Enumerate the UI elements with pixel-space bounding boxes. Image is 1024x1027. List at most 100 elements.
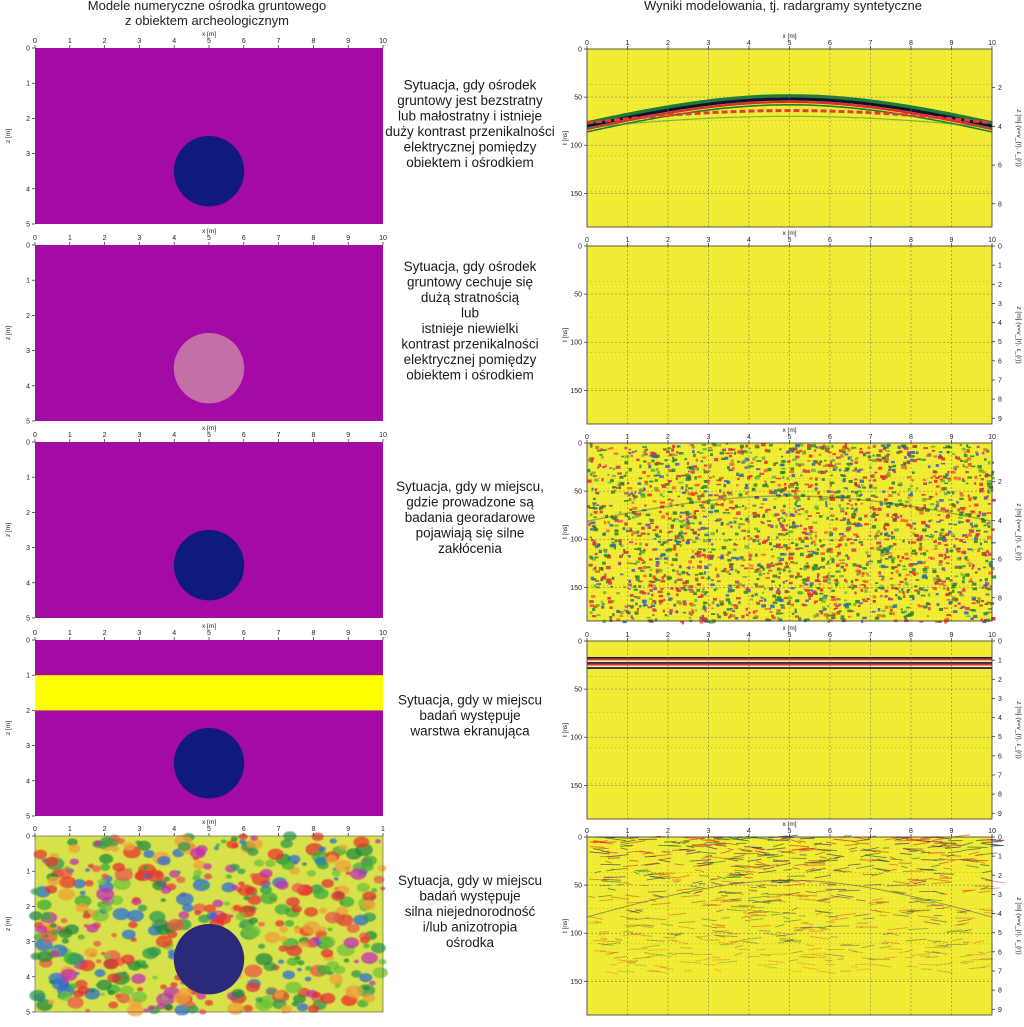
model-z-tick-label: 3: [26, 348, 30, 355]
noise-speckle: [857, 604, 861, 608]
noise-speckle: [865, 451, 871, 455]
noise-speckle: [656, 463, 659, 466]
medium-patch: [242, 1004, 253, 1013]
noise-speckle: [778, 559, 782, 562]
scatter-event: [734, 944, 744, 949]
noise-speckle: [793, 496, 798, 500]
scatter-event: [777, 939, 795, 944]
noise-speckle: [716, 504, 722, 506]
noise-speckle: [628, 583, 632, 587]
scatter-event: [747, 908, 760, 913]
noise-speckle: [669, 504, 673, 508]
noise-speckle: [883, 498, 888, 502]
noise-speckle: [592, 506, 596, 510]
noise-speckle: [651, 593, 654, 597]
noise-speckle: [607, 447, 611, 450]
scatter-event: [713, 934, 726, 938]
scatter-event: [865, 852, 881, 856]
scatter-event: [798, 840, 806, 843]
noise-speckle: [672, 569, 676, 572]
noise-speckle: [855, 564, 861, 567]
noise-speckle: [723, 499, 726, 502]
noise-speckle: [768, 569, 773, 572]
noise-speckle: [612, 516, 617, 520]
noise-speckle: [853, 603, 857, 607]
medium-patch: [57, 868, 73, 879]
scatter-event: [752, 900, 771, 904]
radar-z-tick-label: 6: [998, 753, 1002, 760]
scatter-event: [953, 922, 970, 926]
scatter-event: [817, 898, 827, 901]
scatter-event: [833, 866, 849, 871]
scatter-event: [684, 837, 706, 839]
noise-speckle: [840, 510, 845, 513]
medium-patch: [339, 844, 348, 851]
noise-speckle: [912, 522, 917, 525]
noise-speckle: [986, 582, 990, 585]
noise-speckle: [858, 517, 863, 521]
noise-speckle: [904, 577, 907, 581]
noise-speckle: [886, 505, 891, 508]
medium-patch: [353, 959, 359, 964]
noise-speckle: [744, 518, 748, 522]
noise-speckle: [665, 549, 669, 552]
noise-speckle: [986, 483, 992, 486]
noise-speckle: [851, 548, 857, 552]
noise-speckle: [603, 548, 607, 553]
noise-speckle: [965, 536, 968, 539]
noise-speckle: [734, 580, 740, 584]
scatter-event: [900, 865, 908, 869]
noise-speckle: [968, 505, 972, 507]
noise-speckle: [633, 495, 638, 499]
noise-speckle: [986, 480, 992, 484]
model-z-tick-label: 5: [26, 616, 30, 623]
noise-speckle: [681, 570, 686, 575]
noise-speckle: [627, 604, 631, 607]
scatter-event: [931, 950, 948, 955]
noise-speckle: [938, 553, 944, 557]
noise-speckle: [667, 517, 672, 520]
medium-patch: [239, 839, 246, 845]
noise-speckle: [623, 586, 627, 589]
noise-speckle: [702, 492, 705, 495]
noise-speckle: [984, 578, 988, 582]
medium-patch: [142, 960, 147, 964]
scatter-event: [945, 846, 962, 849]
noise-speckle: [873, 535, 878, 539]
scatter-event: [707, 860, 726, 864]
noise-speckle: [632, 531, 637, 535]
noise-speckle: [824, 459, 827, 462]
noise-speckle: [840, 536, 843, 540]
noise-speckle: [794, 599, 800, 603]
scatter-event: [619, 915, 634, 920]
scatter-event: [757, 963, 779, 966]
noise-speckle: [925, 550, 929, 552]
noise-speckle: [782, 475, 785, 479]
noise-speckle: [874, 496, 879, 498]
model-x-tick-label: 7: [277, 630, 281, 637]
medium-patch: [302, 921, 321, 934]
shielding-layer: [35, 675, 383, 711]
noise-speckle: [820, 552, 825, 556]
scatter-event: [935, 962, 953, 966]
noise-speckle: [904, 581, 908, 585]
radar-z-tick-label: 5: [998, 339, 1002, 346]
noise-speckle: [721, 448, 724, 451]
noise-speckle: [827, 581, 832, 584]
noise-speckle: [623, 500, 629, 502]
noise-speckle: [860, 493, 863, 497]
scatter-event: [633, 871, 640, 875]
model-x-tick-label: 2: [103, 38, 107, 45]
noise-speckle: [974, 482, 977, 485]
noise-speckle: [736, 505, 739, 509]
noise-speckle: [675, 588, 680, 592]
noise-speckle: [808, 525, 813, 530]
noise-speckle: [636, 530, 640, 534]
scatter-event: [689, 885, 704, 889]
model-z-tick-label: 1: [26, 869, 30, 876]
noise-speckle: [981, 586, 984, 589]
noise-speckle: [971, 602, 976, 604]
noise-speckle: [831, 519, 834, 521]
noise-speckle: [739, 444, 744, 448]
noise-speckle: [676, 445, 681, 448]
